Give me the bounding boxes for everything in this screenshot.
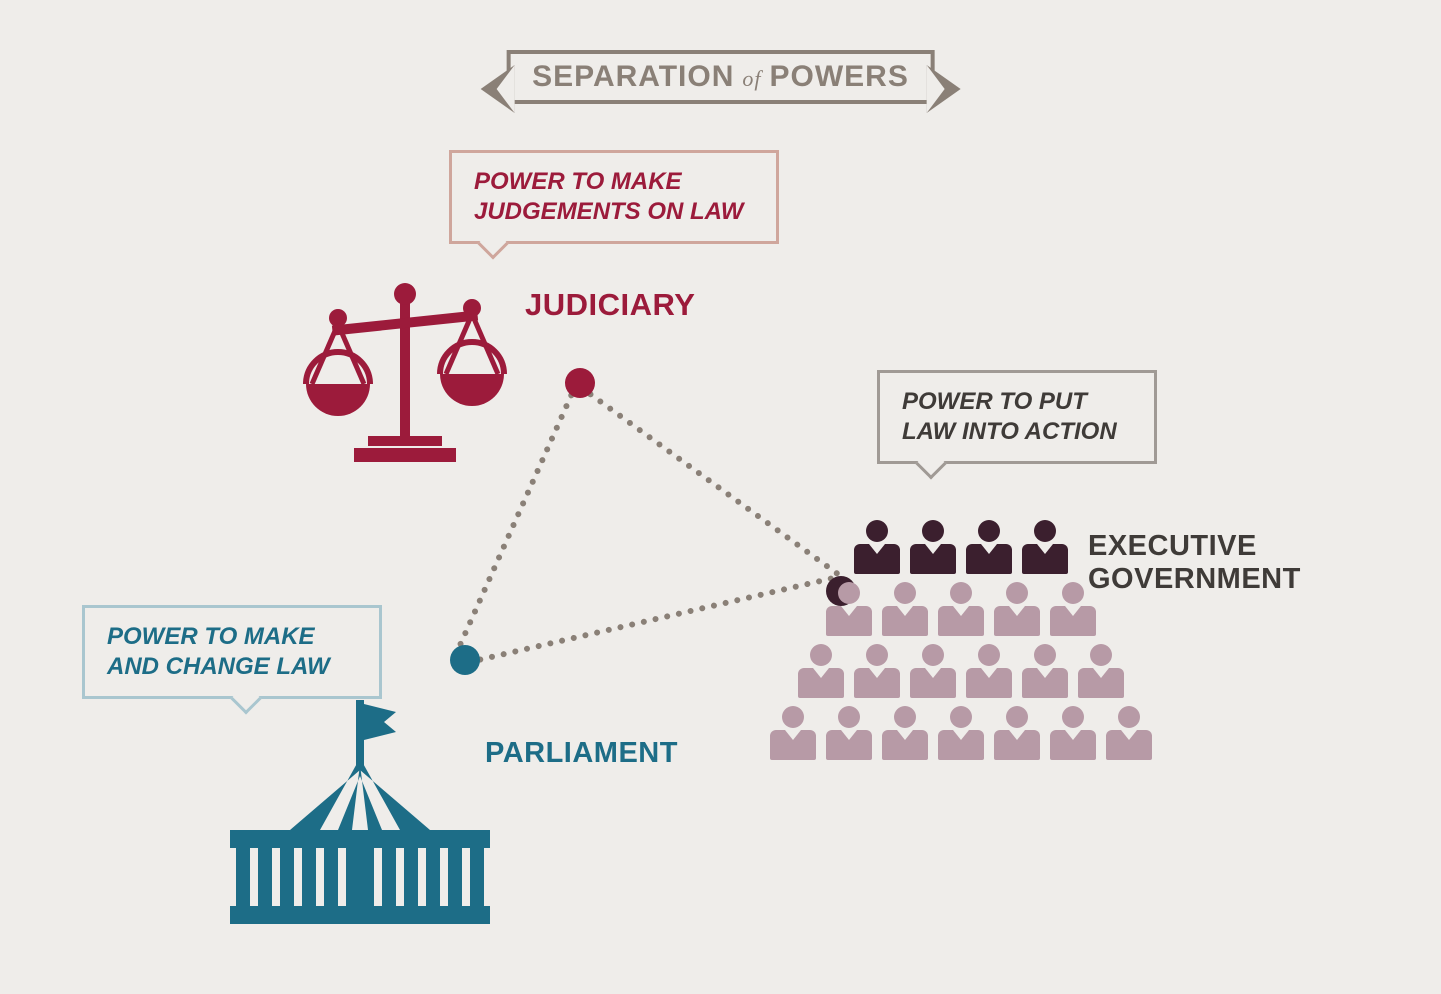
people-row — [854, 520, 1068, 574]
person-icon — [938, 706, 984, 760]
scales-icon — [290, 280, 520, 475]
person-icon — [938, 582, 984, 636]
parliament-bubble: POWER TO MAKE AND CHANGE LAW — [82, 605, 382, 699]
person-icon — [994, 706, 1040, 760]
person-icon — [1078, 644, 1124, 698]
ribbon-tail-left — [480, 65, 514, 113]
person-icon — [1050, 706, 1096, 760]
person-icon — [882, 582, 928, 636]
person-icon — [826, 582, 872, 636]
person-icon — [1106, 706, 1152, 760]
judiciary-label: JUDICIARY — [525, 287, 695, 323]
parliament-label: PARLIAMENT — [485, 737, 678, 770]
people-pyramid-icon — [770, 520, 1152, 760]
person-icon — [966, 644, 1012, 698]
person-icon — [1050, 582, 1096, 636]
title-ribbon: SEPARATION of POWERS — [480, 50, 961, 104]
person-icon — [770, 706, 816, 760]
triangle-node-dot — [565, 368, 595, 398]
title-text: SEPARATION of POWERS — [506, 50, 935, 104]
executive-bubble: POWER TO PUT LAW INTO ACTION — [877, 370, 1157, 464]
ribbon-tail-right — [927, 65, 961, 113]
parliament-building-icon — [220, 700, 500, 935]
person-icon — [826, 706, 872, 760]
bubble-tail — [477, 228, 508, 259]
person-icon — [910, 520, 956, 574]
executive-bubble-text: POWER TO PUT LAW INTO ACTION — [902, 388, 1117, 445]
person-icon — [1022, 644, 1068, 698]
person-icon — [882, 706, 928, 760]
person-icon — [994, 582, 1040, 636]
person-icon — [854, 644, 900, 698]
judiciary-bubble-text: POWER TO MAKE JUDGEMENTS ON LAW — [474, 168, 743, 225]
title-part2: POWERS — [770, 60, 909, 94]
person-icon — [1022, 520, 1068, 574]
people-row — [826, 582, 1096, 636]
infographic-canvas: SEPARATION of POWERS POWER TO MAKE JUDGE… — [0, 0, 1441, 994]
person-icon — [966, 520, 1012, 574]
bubble-tail — [915, 448, 946, 479]
title-of: of — [742, 66, 761, 92]
person-icon — [854, 520, 900, 574]
people-row — [770, 706, 1152, 760]
triangle-node-dot — [450, 645, 480, 675]
judiciary-bubble: POWER TO MAKE JUDGEMENTS ON LAW — [449, 150, 779, 244]
person-icon — [910, 644, 956, 698]
parliament-bubble-text: POWER TO MAKE AND CHANGE LAW — [107, 623, 330, 680]
people-row — [798, 644, 1124, 698]
person-icon — [798, 644, 844, 698]
title-part1: SEPARATION — [532, 60, 734, 94]
